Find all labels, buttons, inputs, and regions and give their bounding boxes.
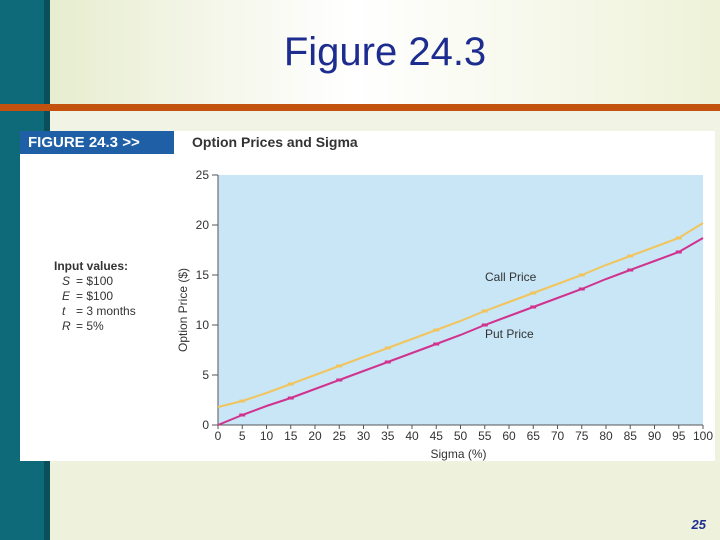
input-row: E = $100 bbox=[54, 289, 136, 304]
figure-label: FIGURE 24.3 >> bbox=[20, 131, 174, 154]
input-value: = $100 bbox=[76, 289, 114, 303]
x-tick-label: 5 bbox=[239, 429, 246, 443]
x-tick-label: 65 bbox=[527, 429, 541, 443]
x-tick-label: 60 bbox=[502, 429, 516, 443]
x-tick-label: 75 bbox=[575, 429, 589, 443]
x-tick-label: 85 bbox=[624, 429, 638, 443]
input-var: S bbox=[62, 274, 71, 288]
page-number: 25 bbox=[691, 517, 706, 532]
plot-area bbox=[218, 175, 703, 425]
x-tick-label: 25 bbox=[333, 429, 347, 443]
x-tick-label: 55 bbox=[478, 429, 492, 443]
put-price-label: Put Price bbox=[485, 327, 534, 341]
put-price-line bbox=[217, 237, 704, 426]
input-row: S = $100 bbox=[54, 274, 136, 289]
input-var: R bbox=[62, 319, 71, 333]
input-row: R = 5% bbox=[54, 319, 136, 334]
title-area bbox=[50, 0, 720, 104]
chart-title: Option Prices and Sigma bbox=[192, 134, 358, 150]
x-tick-label: 20 bbox=[308, 429, 322, 443]
call-price-line bbox=[217, 222, 704, 408]
y-tick-label: 5 bbox=[202, 368, 209, 382]
input-var: E bbox=[62, 289, 71, 303]
slide-title: Figure 24.3 bbox=[283, 30, 487, 74]
y-tick-label: 25 bbox=[196, 168, 210, 182]
x-tick-label: 80 bbox=[599, 429, 613, 443]
x-tick-label: 15 bbox=[284, 429, 298, 443]
x-tick-label: 35 bbox=[381, 429, 395, 443]
y-tick-label: 15 bbox=[196, 268, 210, 282]
x-tick-label: 70 bbox=[551, 429, 565, 443]
call-price-label: Call Price bbox=[485, 270, 537, 284]
input-var: t bbox=[62, 304, 66, 318]
title-divider bbox=[0, 104, 720, 111]
x-tick-label: 10 bbox=[260, 429, 274, 443]
x-tick-label: 95 bbox=[672, 429, 686, 443]
y-axis-label: Option Price ($) bbox=[176, 268, 190, 352]
y-tick-label: 0 bbox=[202, 418, 209, 432]
x-tick-label: 50 bbox=[454, 429, 468, 443]
x-tick-label: 100 bbox=[693, 429, 713, 443]
input-row: t = 3 months bbox=[54, 304, 136, 319]
y-tick-label: 20 bbox=[196, 218, 210, 232]
input-value: = 5% bbox=[76, 319, 104, 333]
x-tick-label: 30 bbox=[357, 429, 371, 443]
input-value: = $100 bbox=[76, 274, 114, 288]
x-tick-label: 90 bbox=[648, 429, 662, 443]
x-tick-label: 0 bbox=[215, 429, 222, 443]
input-values-heading: Input values: bbox=[54, 259, 129, 273]
input-value: = 3 months bbox=[76, 304, 136, 318]
x-tick-label: 40 bbox=[405, 429, 419, 443]
input-values: Input values: S = $100 E = $100 t = 3 month… bbox=[54, 259, 136, 334]
x-axis-label: Sigma (%) bbox=[430, 447, 486, 461]
y-tick-label: 10 bbox=[196, 318, 210, 332]
x-tick-label: 45 bbox=[430, 429, 444, 443]
